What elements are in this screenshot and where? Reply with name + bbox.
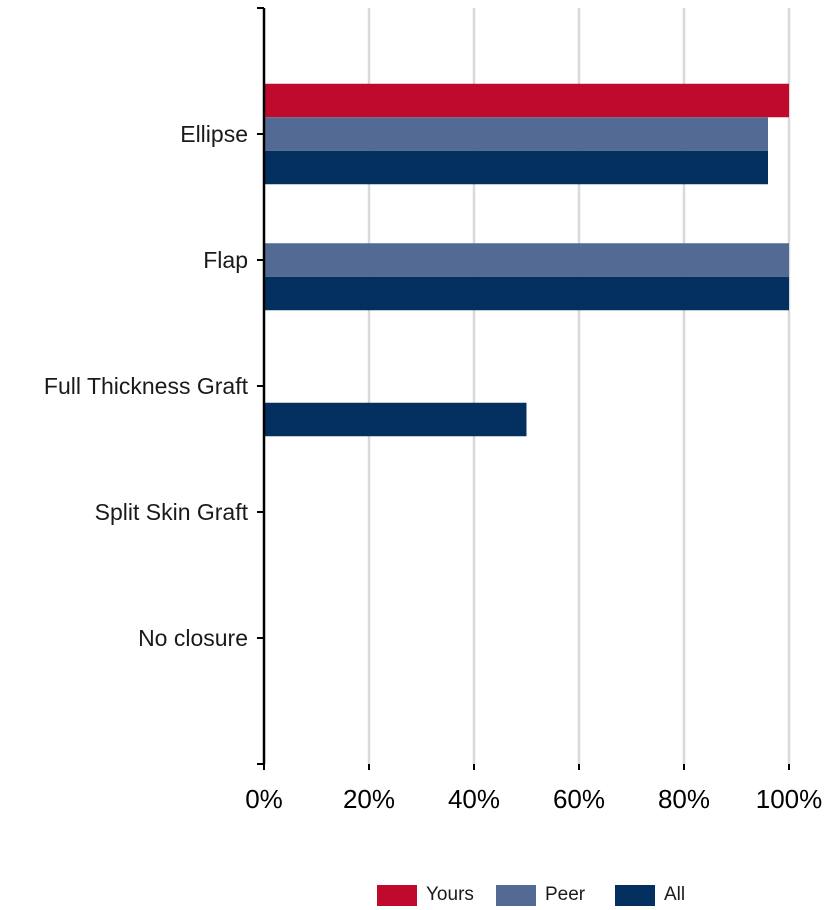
axes (257, 7, 790, 770)
legend: Yours Peer All (377, 880, 734, 910)
x-tick-label: 60% (553, 784, 605, 814)
category-labels: Ellipse Flap Full Thickness Graft Split Ski… (44, 121, 249, 651)
legend-label: All (664, 884, 686, 905)
x-tick-label: 80% (658, 784, 710, 814)
category-label: Full Thickness Graft (44, 373, 249, 399)
legend-swatch (496, 884, 536, 906)
legend-swatch (377, 884, 417, 906)
legend-item-all: All (615, 884, 734, 906)
x-tick-labels: 0% 20% 40% 60% 80% 100% (245, 784, 822, 814)
bar-peer (264, 117, 768, 151)
bar-all (264, 402, 527, 437)
x-tick-label: 40% (448, 784, 500, 814)
bar-peer (264, 243, 789, 277)
bar-yours (264, 83, 789, 118)
legend-swatch (615, 884, 655, 906)
x-tick-label: 100% (756, 784, 823, 814)
category-label: Split Skin Graft (95, 499, 249, 525)
x-tick-label: 0% (245, 784, 283, 814)
bar-all (264, 276, 789, 311)
bars (264, 83, 789, 437)
legend-item-yours: Yours (377, 884, 496, 906)
bar-chart: Ellipse Flap Full Thickness Graft Split Ski… (44, 7, 822, 814)
legend-label: Yours (426, 884, 474, 905)
category-label: Flap (203, 247, 248, 273)
legend-label: Peer (545, 884, 586, 905)
x-tick-label: 20% (343, 784, 395, 814)
bar-all (264, 150, 768, 185)
category-label: No closure (138, 625, 248, 651)
category-label: Ellipse (180, 121, 248, 147)
legend-item-peer: Peer (496, 884, 615, 906)
